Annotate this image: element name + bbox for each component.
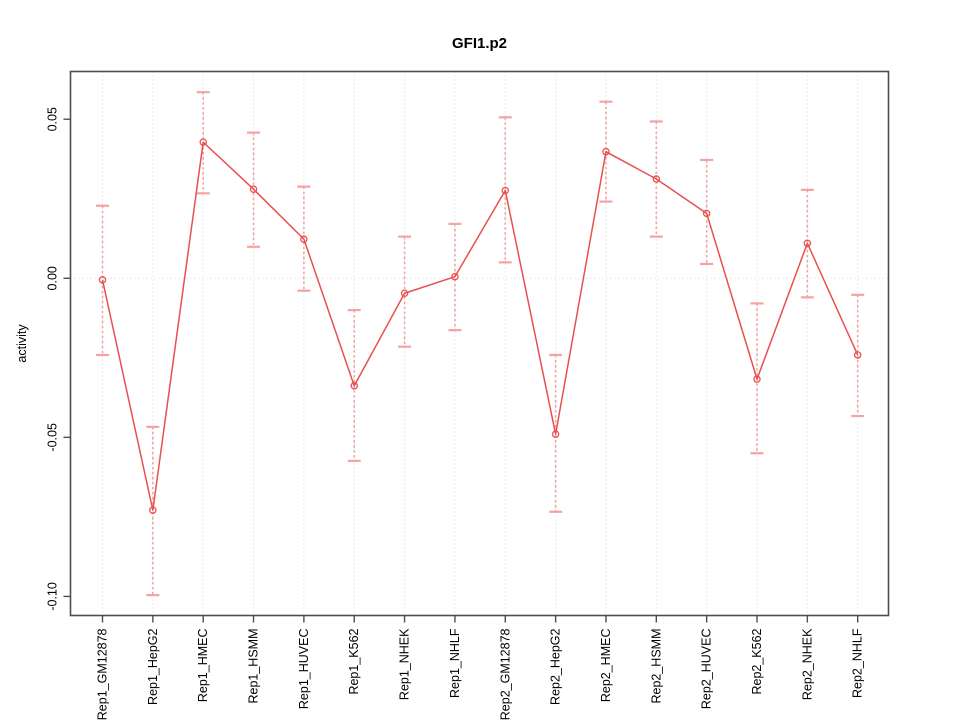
error-bars [96,91,865,597]
data-series [98,138,862,514]
x-tick-label: Rep2_NHLF [851,628,865,698]
data-point-marker [803,239,812,248]
x-tick-label: Rep1_HMEC [196,629,210,703]
x-tick-label: Rep1_HUVEC [297,629,311,710]
y-tick-label: -0.10 [46,582,60,611]
x-tick-label: Rep2_K562 [750,628,764,694]
data-point-marker [249,185,258,193]
x-tick-label: Rep1_HepG2 [146,628,160,704]
y-tick-label: 0.05 [46,107,60,131]
data-point-marker [451,272,459,281]
data-point-marker [199,138,207,146]
x-tick-label: Rep2_HepG2 [549,628,563,704]
data-point-marker [149,506,157,514]
data-point-marker [602,147,610,156]
x-tick-label: Rep1_GM12878 [96,628,110,720]
x-tick-label: Rep2_HSMM [649,629,663,704]
chart-title: GFI1.p2 [452,35,507,52]
x-tick-label: Rep1_NHLF [448,628,462,698]
x-tick-label: Rep1_HSMM [247,629,261,704]
x-tick-label: Rep2_NHEK [800,628,814,700]
x-tick-label: Rep2_GM12878 [498,628,512,720]
series-line [101,141,859,511]
data-point-marker [853,351,862,359]
axes: 0.05 0.00 -0.05 -0.10 Rep1_GM12878 Rep1_HepG2… [46,70,890,720]
data-point-marker [98,276,107,284]
data-point-marker [753,375,761,383]
y-tick-label: -0.05 [46,423,60,452]
x-tick-label: Rep1_K562 [347,628,361,694]
data-point-marker [400,289,409,297]
y-axis-label: activity [15,324,29,363]
data-point-marker [300,235,308,243]
x-tick-label: Rep2_HMEC [599,629,613,703]
data-point-marker [702,209,711,218]
y-tick-label: 0.00 [46,266,60,290]
data-point-marker [551,430,560,438]
data-point-marker [350,382,358,390]
data-point-marker [501,186,510,195]
data-point-marker [652,175,661,183]
gridlines [70,71,889,616]
x-tick-label: Rep2_HUVEC [700,629,714,710]
x-tick-label: Rep1_NHEK [398,628,412,700]
plot-border [69,70,890,617]
